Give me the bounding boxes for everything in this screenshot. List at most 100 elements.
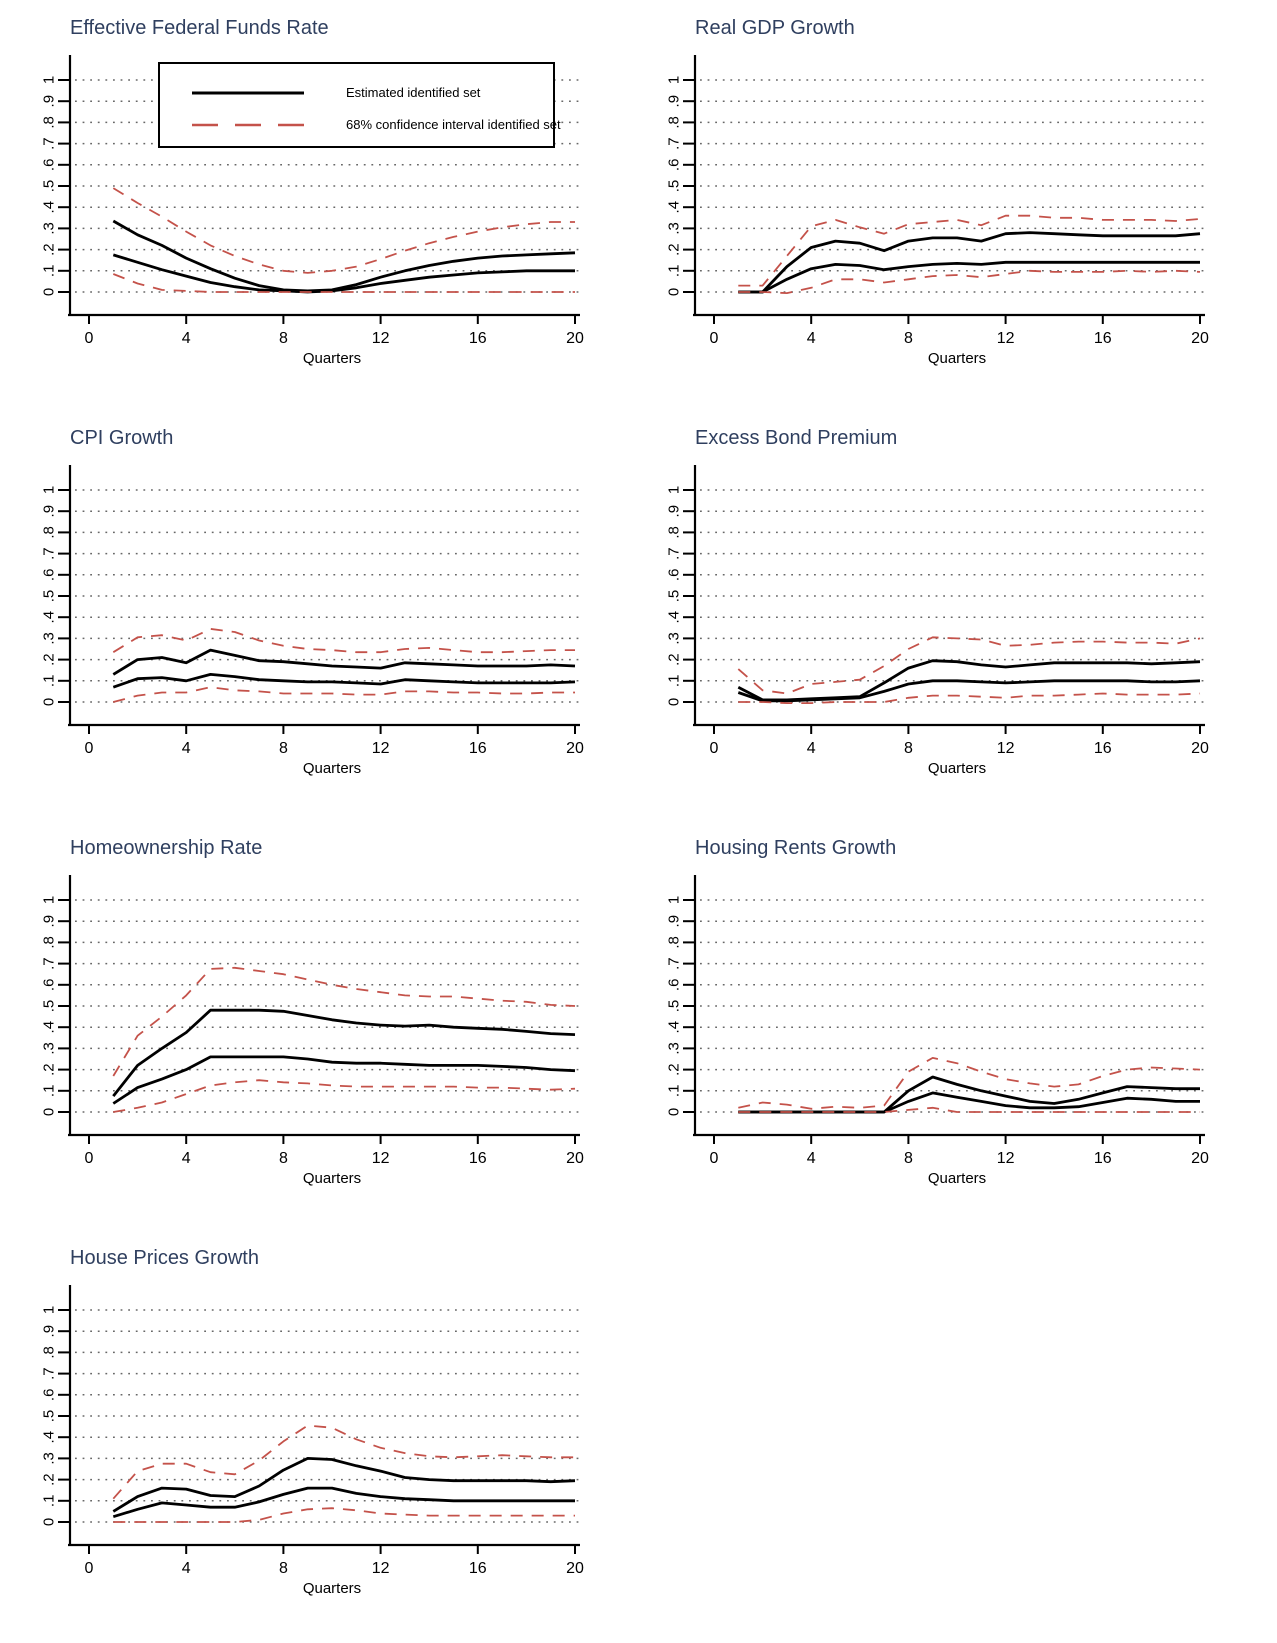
y-tick-label: .4: [41, 1021, 58, 1034]
y-tick-label: .8: [666, 116, 683, 129]
y-tick-label: .2: [666, 1063, 683, 1076]
y-tick-label: .2: [666, 243, 683, 256]
y-axis: 0 .1 .2 .3 .4 .5 .6 .7 .8 .9 1: [41, 1285, 72, 1545]
series-estimated_set_upper: [112, 1008, 576, 1097]
y-tick-label: .2: [41, 1473, 58, 1486]
y-tick-label: .8: [41, 116, 58, 129]
legend-dashed-line-icon: [192, 123, 304, 126]
y-tick-label: 0: [41, 1108, 58, 1116]
x-tick-label: 12: [997, 1150, 1015, 1167]
x-tick-label: 16: [469, 740, 487, 757]
x-tick-label: 4: [807, 1150, 816, 1167]
y-tick-label: .5: [41, 590, 58, 603]
y-tick-label: .8: [666, 936, 683, 949]
y-tick-label: .9: [41, 915, 58, 928]
y-tick-label: 0: [41, 698, 58, 706]
y-tick-label: .1: [41, 265, 58, 278]
x-axis-label: Quarters: [928, 1170, 986, 1187]
y-tick-label: .6: [666, 159, 683, 172]
x-tick-label: 20: [1191, 330, 1209, 347]
panel-real-gdp-growth: 0 .1 .2 .3 .4 .5 .6 .7 .8 .9 1 0 4 8 12 16 20 Quarters Re…: [645, 10, 1235, 395]
x-tick-label: 12: [372, 1150, 390, 1167]
series-ci68_lower: [113, 1507, 575, 1523]
y-tick-label: 0: [41, 1518, 58, 1526]
series-ci68_upper: [112, 1424, 575, 1500]
y-tick-label: .3: [41, 1452, 58, 1465]
series-ci68_upper: [112, 966, 576, 1077]
series-estimated_set_lower: [112, 672, 576, 689]
y-tick-label: .7: [41, 547, 58, 560]
x-tick-label: 20: [566, 1560, 584, 1577]
y-axis: 0 .1 .2 .3 .4 .5 .6 .7 .8 .9 1: [666, 465, 697, 725]
y-gridlines: [700, 79, 1205, 293]
series-estimated_set_upper: [738, 1075, 1200, 1114]
x-tick-label: 8: [904, 330, 913, 347]
y-tick-label: .6: [41, 979, 58, 992]
series-ci68_lower: [113, 686, 575, 703]
series-estimated_set_upper: [738, 231, 1201, 294]
series-estimated_set_lower: [112, 1486, 575, 1519]
x-tick-label: 8: [279, 330, 288, 347]
series-ci68_lower: [738, 269, 1201, 295]
x-tick-label: 8: [279, 1150, 288, 1167]
series-ci68_upper: [112, 627, 575, 654]
legend-solid-line-icon: [192, 91, 304, 94]
x-axis-label: Quarters: [928, 760, 986, 777]
x-axis: 0 4 8 12 16 20 Quarters: [68, 723, 584, 777]
x-tick-label: 0: [85, 330, 94, 347]
y-tick-label: 1: [41, 1306, 58, 1314]
series-ci68_lower: [112, 273, 575, 293]
y-tick-label: .5: [41, 180, 58, 193]
series-estimated_set_upper: [112, 648, 576, 676]
x-axis: 0 4 8 12 16 20 Quarters: [693, 723, 1209, 777]
x-tick-label: 0: [85, 1560, 94, 1577]
x-axis: 0 4 8 12 16 20 Quarters: [68, 1133, 584, 1187]
y-tick-label: .7: [41, 1367, 58, 1380]
y-tick-label: 0: [666, 1108, 683, 1116]
series-estimated_set_upper: [112, 219, 576, 293]
panel-house-prices-growth: 0 .1 .2 .3 .4 .5 .6 .7 .8 .9 1 0 4 8 12 16 20 Quarters Ho…: [20, 1240, 610, 1625]
legend-label: Estimated identified set: [346, 85, 481, 100]
y-tick-label: .1: [666, 675, 683, 688]
panel-excess-bond-premium: 0 .1 .2 .3 .4 .5 .6 .7 .8 .9 1 0 4 8 12 16 20 Quarters Ex…: [645, 420, 1235, 805]
y-tick-label: 1: [41, 76, 58, 84]
x-tick-label: 0: [85, 1150, 94, 1167]
y-tick-label: .7: [666, 957, 683, 970]
x-axis-label: Quarters: [928, 350, 986, 367]
y-tick-label: 0: [41, 288, 58, 296]
y-tick-label: .3: [41, 632, 58, 645]
y-tick-label: .9: [666, 505, 683, 518]
x-tick-label: 12: [372, 740, 390, 757]
series-ci68_lower: [738, 692, 1201, 705]
y-tick-label: 0: [666, 698, 683, 706]
y-tick-label: .9: [666, 95, 683, 108]
y-tick-label: .7: [41, 957, 58, 970]
y-tick-label: .4: [666, 201, 683, 214]
chart-title: Excess Bond Premium: [695, 427, 898, 449]
y-axis: 0 .1 .2 .3 .4 .5 .6 .7 .8 .9 1: [41, 465, 72, 725]
y-tick-label: .2: [666, 653, 683, 666]
x-tick-label: 12: [372, 330, 390, 347]
y-tick-label: .7: [41, 137, 58, 150]
y-tick-label: .2: [41, 1063, 58, 1076]
y-gridlines: [700, 489, 1205, 703]
y-tick-label: .1: [666, 1085, 683, 1098]
y-tick-label: .6: [666, 569, 683, 582]
y-tick-label: .1: [41, 1495, 58, 1508]
series-ci68_upper: [737, 636, 1201, 695]
x-tick-label: 20: [1191, 1150, 1209, 1167]
y-tick-label: .6: [41, 569, 58, 582]
x-tick-label: 16: [469, 1150, 487, 1167]
x-axis: 0 4 8 12 16 20 Quarters: [68, 1543, 584, 1597]
x-axis-label: Quarters: [303, 350, 361, 367]
x-tick-label: 12: [997, 330, 1015, 347]
x-tick-label: 0: [710, 740, 719, 757]
x-tick-label: 12: [372, 1560, 390, 1577]
x-tick-label: 0: [710, 1150, 719, 1167]
series-ci68_upper: [112, 187, 575, 274]
x-tick-label: 16: [1094, 330, 1112, 347]
series-estimated_set_lower: [737, 679, 1201, 703]
x-axis-label: Quarters: [303, 1580, 361, 1597]
y-gridlines: [75, 899, 580, 1113]
